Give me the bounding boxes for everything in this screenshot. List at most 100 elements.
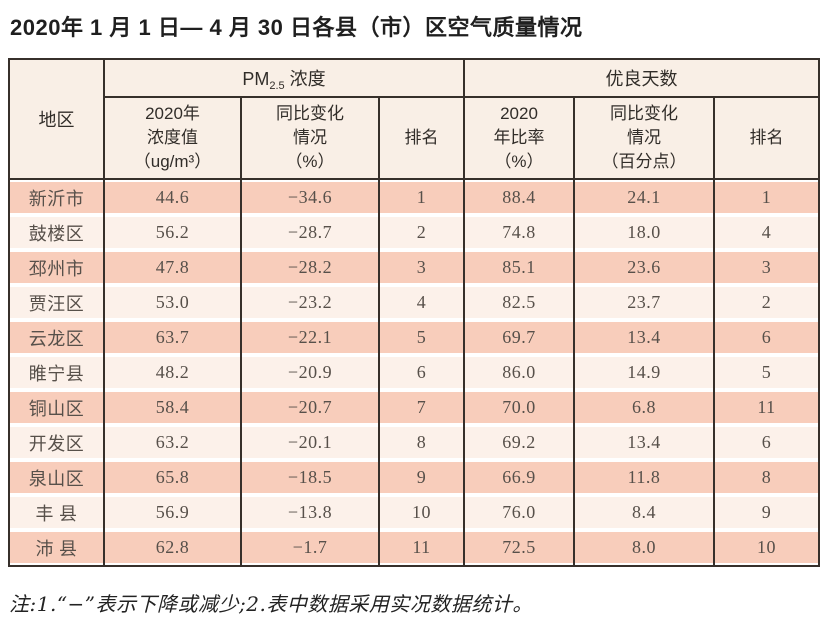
value-cell: 65.8: [103, 460, 242, 495]
table-row: 丰 县 56.9 −13.8 10 76.0 8.4 9: [8, 495, 821, 530]
value-cell: 85.1: [463, 250, 575, 285]
value-cell: 23.7: [573, 285, 715, 320]
value-cell: 6.8: [573, 390, 715, 425]
value-cell: 1: [712, 179, 821, 215]
column-header-pm-value: 2020年 浓度值 （ug/m³）: [103, 96, 242, 180]
value-cell: 3: [712, 250, 821, 285]
value-cell: −23.2: [240, 285, 380, 320]
value-cell: 8.4: [573, 495, 715, 530]
value-cell: 66.9: [463, 460, 575, 495]
table-row: 邳州市 47.8 −28.2 3 85.1 23.6 3: [8, 250, 821, 285]
column-header-good-ratio: 2020 年比率 （%）: [463, 96, 575, 180]
value-cell: 8: [378, 425, 465, 460]
value-cell: 56.9: [103, 495, 242, 530]
value-cell: 5: [712, 355, 821, 390]
column-header-region: 地区: [8, 58, 105, 180]
pm25-label-suffix: 浓度: [284, 68, 326, 89]
table-row: 泉山区 65.8 −18.5 9 66.9 11.8 8: [8, 460, 821, 495]
value-cell: 13.4: [573, 425, 715, 460]
region-cell: 泉山区: [8, 460, 105, 495]
region-cell: 丰 县: [8, 495, 105, 530]
value-cell: 6: [712, 425, 821, 460]
region-cell: 邳州市: [8, 250, 105, 285]
value-cell: 23.6: [573, 250, 715, 285]
value-cell: 4: [378, 285, 465, 320]
value-cell: −28.7: [240, 215, 380, 250]
value-cell: 44.6: [103, 179, 242, 215]
value-cell: 88.4: [463, 179, 575, 215]
table-row: 云龙区 63.7 −22.1 5 69.7 13.4 6: [8, 320, 821, 355]
value-cell: 72.5: [463, 530, 575, 566]
value-cell: 69.7: [463, 320, 575, 355]
value-cell: 63.2: [103, 425, 242, 460]
value-cell: 10: [712, 530, 821, 566]
value-cell: 7: [378, 390, 465, 425]
group-header-pm25: PM2.5 浓度: [103, 58, 465, 98]
value-cell: 62.8: [103, 530, 242, 566]
value-cell: 70.0: [463, 390, 575, 425]
pm25-label-subscript: 2.5: [269, 79, 285, 92]
value-cell: −20.9: [240, 355, 380, 390]
table-row: 开发区 63.2 −20.1 8 69.2 13.4 6: [8, 425, 821, 460]
value-cell: −28.2: [240, 250, 380, 285]
value-cell: 9: [712, 495, 821, 530]
value-cell: 13.4: [573, 320, 715, 355]
value-cell: 53.0: [103, 285, 242, 320]
value-cell: 6: [712, 320, 821, 355]
footnote: 注:1.“−”表示下降或减少;2.表中数据采用实况数据统计。: [9, 592, 533, 616]
value-cell: −22.1: [240, 320, 380, 355]
value-cell: −18.5: [240, 460, 380, 495]
table-row: 沛 县 62.8 −1.7 11 72.5 8.0 10: [8, 530, 821, 566]
value-cell: 48.2: [103, 355, 242, 390]
table-row: 鼓楼区 56.2 −28.7 2 74.8 18.0 4: [8, 215, 821, 250]
value-cell: 47.8: [103, 250, 242, 285]
column-header-pm-rank: 排名: [378, 96, 465, 180]
value-cell: 24.1: [573, 179, 715, 215]
value-cell: 11.8: [573, 460, 715, 495]
value-cell: 58.4: [103, 390, 242, 425]
value-cell: −1.7: [240, 530, 380, 566]
value-cell: 3: [378, 250, 465, 285]
table-body: 新沂市 44.6 −34.6 1 88.4 24.1 1 鼓楼区 56.2 −28.7 2 74.8 1…: [8, 179, 821, 566]
value-cell: 8.0: [573, 530, 715, 566]
value-cell: 82.5: [463, 285, 575, 320]
table-row: 贾汪区 53.0 −23.2 4 82.5 23.7 2: [8, 285, 821, 320]
region-cell: 云龙区: [8, 320, 105, 355]
value-cell: 4: [712, 215, 821, 250]
value-cell: 63.7: [103, 320, 242, 355]
value-cell: 1: [378, 179, 465, 215]
value-cell: 2: [712, 285, 821, 320]
group-header-good-days: 优良天数: [462, 58, 821, 98]
value-cell: −13.8: [240, 495, 380, 530]
air-quality-table: 地区 PM2.5 浓度 优良天数 2020年 浓度值 （ug/m³） 同比变化 …: [8, 58, 821, 567]
value-cell: 6: [378, 355, 465, 390]
page-title: 2020年 1 月 1 日— 4 月 30 日各县（市）区空气质量情况: [10, 15, 583, 40]
column-header-good-rank: 排名: [712, 96, 821, 180]
region-cell: 新沂市: [8, 179, 105, 215]
value-cell: 9: [378, 460, 465, 495]
value-cell: 56.2: [103, 215, 242, 250]
value-cell: 5: [378, 320, 465, 355]
value-cell: 69.2: [463, 425, 575, 460]
value-cell: 86.0: [463, 355, 575, 390]
column-header-good-change: 同比变化 情况 （百分点）: [573, 96, 715, 180]
value-cell: 14.9: [573, 355, 715, 390]
table-header: 地区 PM2.5 浓度 优良天数 2020年 浓度值 （ug/m³） 同比变化 …: [8, 58, 821, 180]
region-cell: 鼓楼区: [8, 215, 105, 250]
value-cell: 11: [712, 390, 821, 425]
region-cell: 贾汪区: [8, 285, 105, 320]
region-cell: 开发区: [8, 425, 105, 460]
value-cell: −34.6: [240, 179, 380, 215]
table-row: 新沂市 44.6 −34.6 1 88.4 24.1 1: [8, 179, 821, 215]
value-cell: 76.0: [463, 495, 575, 530]
column-header-pm-change: 同比变化 情况 （%）: [240, 96, 380, 180]
value-cell: 10: [378, 495, 465, 530]
value-cell: 18.0: [573, 215, 715, 250]
pm25-label-prefix: PM: [242, 68, 270, 89]
value-cell: −20.1: [240, 425, 380, 460]
region-cell: 睢宁县: [8, 355, 105, 390]
region-cell: 铜山区: [8, 390, 105, 425]
table-row: 铜山区 58.4 −20.7 7 70.0 6.8 11: [8, 390, 821, 425]
value-cell: 74.8: [463, 215, 575, 250]
table-row: 睢宁县 48.2 −20.9 6 86.0 14.9 5: [8, 355, 821, 390]
